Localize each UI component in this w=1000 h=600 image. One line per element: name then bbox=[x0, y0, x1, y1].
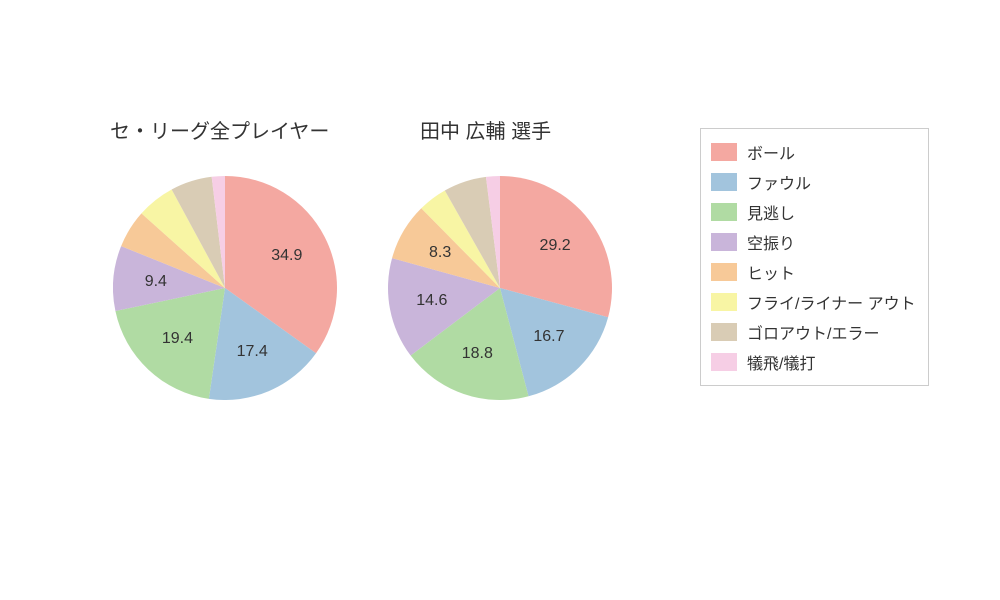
legend-swatch-fly_out bbox=[711, 293, 737, 311]
slice-label-player-ball: 29.2 bbox=[540, 237, 571, 255]
pie-player: 29.2 16.7 18.8 14.6 8.3 bbox=[388, 176, 612, 400]
legend-label-look: 見逃し bbox=[747, 200, 795, 224]
legend-label-swing: 空振り bbox=[747, 230, 795, 254]
legend-item-swing: 空振り bbox=[711, 227, 916, 257]
slice-label-league-ball: 34.9 bbox=[271, 247, 302, 265]
legend-swatch-hit bbox=[711, 263, 737, 281]
legend-label-ball: ボール bbox=[747, 140, 795, 164]
legend-swatch-sac bbox=[711, 353, 737, 371]
slice-label-player-foul: 16.7 bbox=[533, 328, 564, 346]
legend-item-hit: ヒット bbox=[711, 257, 916, 287]
figure-canvas: セ・リーグ全プレイヤー 田中 広輔 選手 34.9 17.4 19.4 9.4 29.2 16… bbox=[0, 0, 1000, 600]
slice-label-league-look: 19.4 bbox=[162, 330, 193, 348]
legend-item-ball: ボール bbox=[711, 137, 916, 167]
legend-item-ground_out: ゴロアウト/エラー bbox=[711, 317, 916, 347]
legend-label-fly_out: フライ/ライナー アウト bbox=[747, 290, 916, 314]
legend-item-fly_out: フライ/ライナー アウト bbox=[711, 287, 916, 317]
legend-swatch-ground_out bbox=[711, 323, 737, 341]
pie-svg-player bbox=[388, 176, 612, 400]
legend-swatch-foul bbox=[711, 173, 737, 191]
legend-swatch-ball bbox=[711, 143, 737, 161]
slice-label-player-swing: 14.6 bbox=[416, 292, 447, 310]
legend-label-foul: ファウル bbox=[747, 170, 811, 194]
legend-swatch-swing bbox=[711, 233, 737, 251]
slice-label-league-swing: 9.4 bbox=[145, 273, 167, 291]
chart-title-player: 田中 広輔 選手 bbox=[420, 115, 551, 144]
slice-label-player-hit: 8.3 bbox=[429, 244, 451, 262]
slice-label-league-foul: 17.4 bbox=[237, 343, 268, 361]
chart-title-league: セ・リーグ全プレイヤー bbox=[110, 115, 329, 144]
legend-item-look: 見逃し bbox=[711, 197, 916, 227]
legend-item-foul: ファウル bbox=[711, 167, 916, 197]
legend-item-sac: 犠飛/犠打 bbox=[711, 347, 916, 377]
legend-swatch-look bbox=[711, 203, 737, 221]
pie-league: 34.9 17.4 19.4 9.4 bbox=[113, 176, 337, 400]
legend: ボールファウル見逃し空振りヒットフライ/ライナー アウトゴロアウト/エラー犠飛/… bbox=[700, 128, 929, 386]
slice-label-player-look: 18.8 bbox=[462, 345, 493, 363]
legend-label-ground_out: ゴロアウト/エラー bbox=[747, 320, 879, 344]
legend-label-sac: 犠飛/犠打 bbox=[747, 350, 815, 374]
legend-label-hit: ヒット bbox=[747, 260, 795, 284]
